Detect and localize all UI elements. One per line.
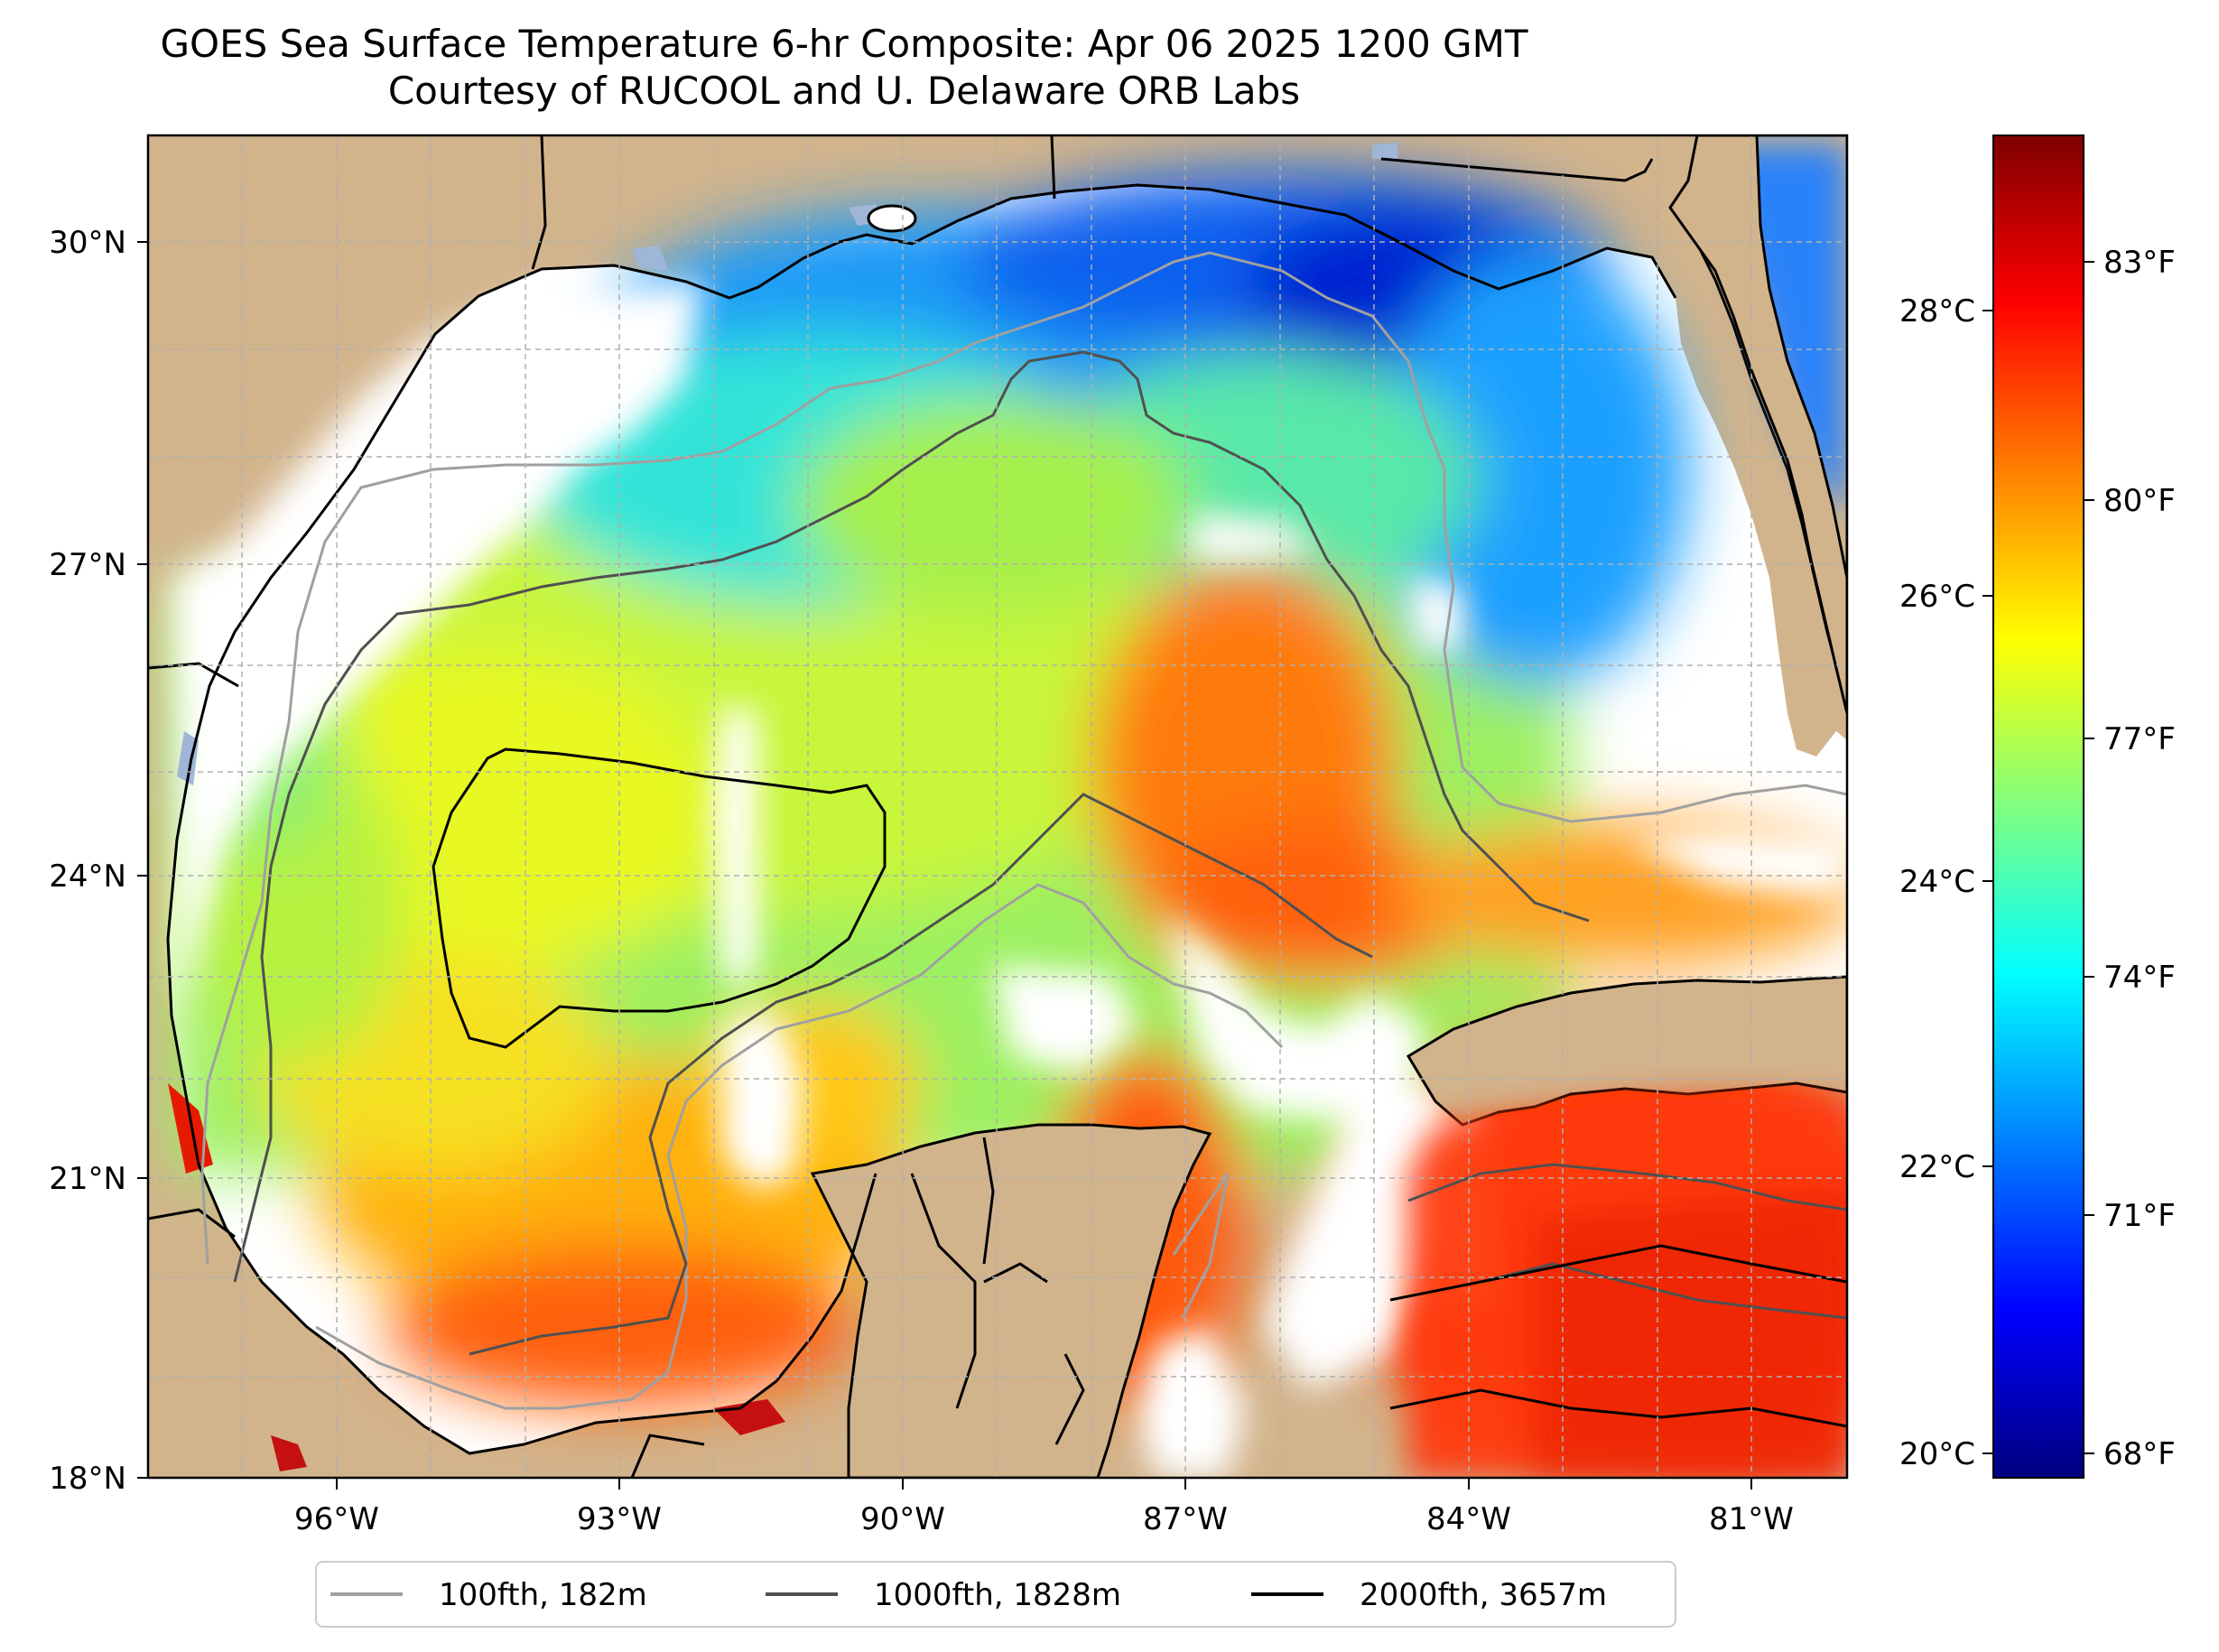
colorbar-fahrenheit-83: 83°F bbox=[2103, 245, 2176, 281]
lon-label-84w: 84°W bbox=[1426, 1501, 1511, 1537]
colorbar-celsius-22: 22°C bbox=[1899, 1149, 1975, 1185]
coastline bbox=[166, 183, 1677, 1016]
legend: 100fth, 182m 1000fth, 1828m 2000fth, 365… bbox=[315, 1561, 1676, 1628]
colorbar-fahrenheit-71: 71°F bbox=[2103, 1198, 2176, 1234]
lon-label-90w: 90°W bbox=[860, 1501, 945, 1537]
colorbar-celsius-24: 24°C bbox=[1899, 864, 1975, 900]
colorbar-fahrenheit-77: 77°F bbox=[2103, 721, 2176, 757]
colorbar: 28°C 26°C 24°C 22°C 20°C 83°F 80°F 77°F … bbox=[1899, 135, 2176, 1479]
political-borders bbox=[148, 135, 1654, 1478]
legend-label-1000fth: 1000fth, 1828m bbox=[874, 1577, 1121, 1613]
lon-label-96w: 96°W bbox=[294, 1501, 379, 1537]
contour-1000fth bbox=[233, 350, 1590, 1283]
lat-label-18n: 18°N bbox=[49, 1461, 126, 1497]
yucatan-land bbox=[810, 1123, 1212, 1478]
legend-box bbox=[315, 1561, 1676, 1628]
colorbar-celsius-28: 28°C bbox=[1899, 293, 1975, 329]
lat-label-27n: 27°N bbox=[49, 547, 126, 583]
map-subtitle: Courtesy of RUCOOL and U. Delaware ORB L… bbox=[387, 69, 1301, 113]
colorbar-gradient bbox=[1992, 135, 2084, 1479]
lat-label-24n: 24°N bbox=[49, 858, 126, 895]
legend-label-100fth: 100fth, 182m bbox=[439, 1577, 647, 1613]
contour-100fth bbox=[200, 251, 1847, 1265]
cuba-land bbox=[1406, 975, 1847, 1127]
colorbar-celsius-20: 20°C bbox=[1899, 1436, 1975, 1472]
lat-label-21n: 21°N bbox=[49, 1161, 126, 1197]
colorbar-fahrenheit-80: 80°F bbox=[2103, 483, 2176, 519]
map-frame bbox=[146, 134, 1849, 1480]
lon-label-87w: 87°W bbox=[1143, 1501, 1228, 1537]
lon-label-93w: 93°W bbox=[577, 1501, 662, 1537]
colorbar-fahrenheit-74: 74°F bbox=[2103, 960, 2176, 996]
legend-label-2000fth: 2000fth, 3657m bbox=[1360, 1577, 1607, 1613]
lat-label-30n: 30°N bbox=[49, 225, 126, 261]
graticule bbox=[148, 135, 1847, 1478]
contour-2000fth bbox=[432, 747, 887, 1049]
axis-ticks bbox=[137, 241, 1752, 1490]
florida-land-overlay bbox=[1668, 135, 1847, 714]
lon-label-81w: 81°W bbox=[1709, 1501, 1794, 1537]
map-title: GOES Sea Surface Temperature 6-hr Compos… bbox=[160, 22, 1528, 66]
colorbar-fahrenheit-68: 68°F bbox=[2103, 1436, 2176, 1472]
colorbar-celsius-26: 26°C bbox=[1899, 579, 1975, 615]
map-panel: 96°W 93°W 90°W 87°W 84°W 81°W 30°N 27°N … bbox=[49, 134, 1849, 1537]
